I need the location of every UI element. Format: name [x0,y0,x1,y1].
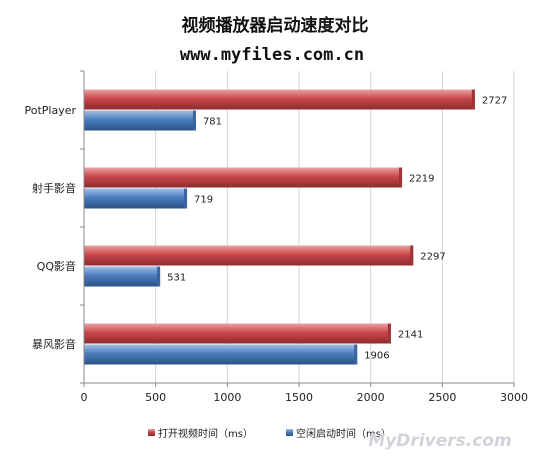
legend-label: 打开视频时间（ms） [158,427,253,440]
legend: 打开视频时间（ms） 空闲启动时间（ms） [148,427,391,440]
data-label: 2219 [409,174,434,185]
chart-subtitle: www.myfiles.com.cn [180,45,364,65]
bar [84,188,188,209]
data-label: 1906 [364,351,389,362]
bar [84,323,391,344]
data-label: 781 [203,117,222,128]
category-label: PotPlayer [24,104,76,117]
legend-swatch [148,429,155,436]
bar-end-cap [399,167,403,188]
bar-end-cap [410,245,414,266]
x-tick-label: 0 [81,391,88,404]
watermark-text: MyDrivers.com [368,431,511,451]
axes: 0 500 1000 1500 2000 2500 3000 PotPlayer 射手影音 QQ影… [24,70,528,404]
bar [84,110,196,131]
chart-title: 视频播放器启动速度对比 [182,15,369,36]
bar-end-cap [471,89,475,110]
bar-end-cap [157,266,161,287]
category-label: 暴风影音 [32,337,76,351]
legend-swatch [286,429,293,436]
bar [84,266,161,287]
bar [84,89,475,110]
x-tick-label: 3000 [500,391,528,404]
bar-end-cap [184,188,188,209]
plot-area: 2727 781 2219 719 2297 531 2141 1906 [84,89,507,365]
bar [84,167,403,188]
x-tick-label: 500 [145,391,166,404]
x-tick-label: 2500 [428,391,456,404]
data-label: 719 [194,195,213,206]
category-label: 射手影音 [32,181,76,195]
bar [84,344,358,365]
data-label: 2141 [398,330,423,341]
bar-end-cap [354,344,358,365]
data-label: 2727 [482,96,507,107]
x-tick-label: 2000 [357,391,385,404]
bar [84,245,414,266]
bar-end-cap [192,110,196,131]
bar-end-cap [387,323,391,344]
category-label: QQ影音 [37,259,76,273]
legend-label: 空闲启动时间（ms） [296,427,391,440]
data-label: 2297 [420,252,445,263]
x-tick-label: 1000 [213,391,241,404]
x-tick-label: 1500 [285,391,313,404]
data-label: 531 [167,273,186,284]
